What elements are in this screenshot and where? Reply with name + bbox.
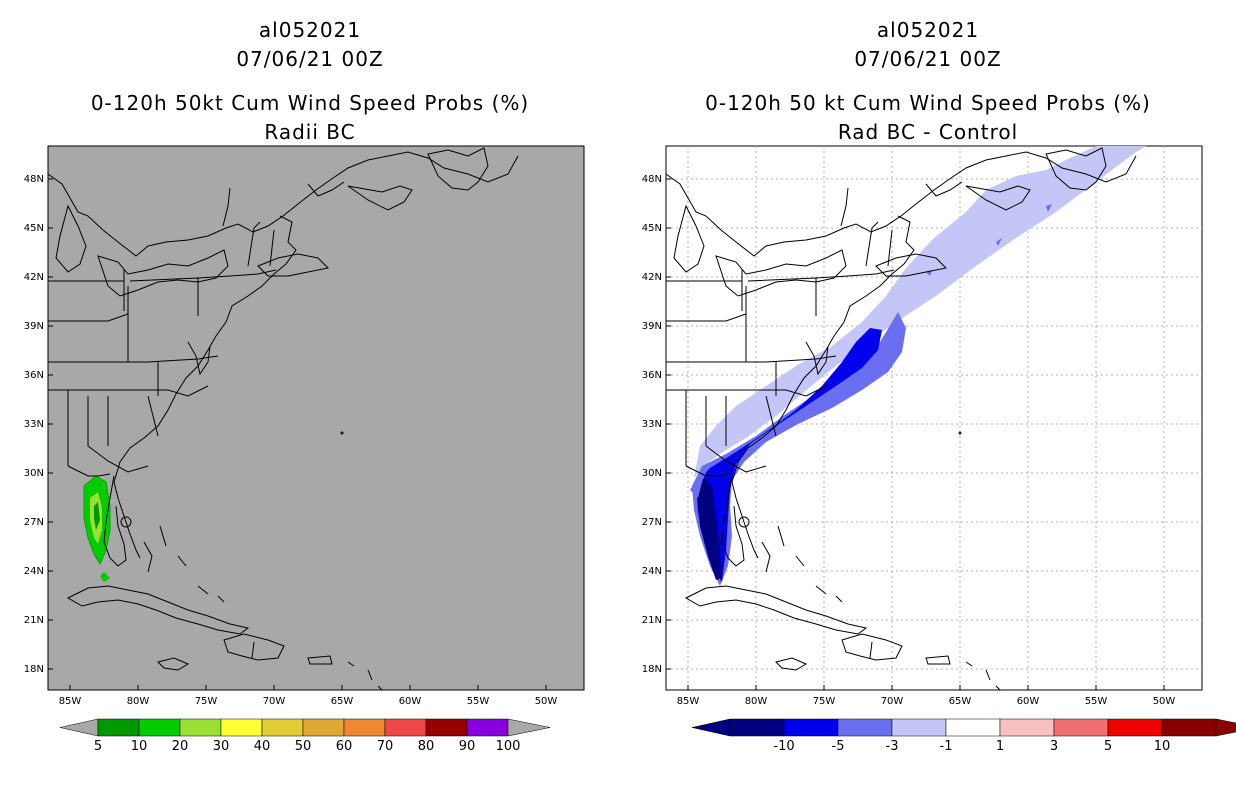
lat-label: 30N xyxy=(642,468,662,479)
colorbar-segment xyxy=(783,718,839,737)
colorbar-label: -5 xyxy=(832,739,845,754)
colorbar-segment xyxy=(1107,718,1163,737)
colorbar-segment xyxy=(302,718,345,737)
lon-label: 50W xyxy=(535,696,558,707)
right-map-panel xyxy=(665,145,1203,691)
right-difference-swath xyxy=(690,146,1146,586)
colorbar-segment xyxy=(1053,718,1109,737)
lat-label: 18N xyxy=(642,664,662,675)
lon-label: 85W xyxy=(677,696,700,707)
lat-label: 39N xyxy=(24,321,44,332)
lat-label: 27N xyxy=(642,517,662,528)
colorbar-arrow-left xyxy=(691,718,731,737)
colorbar-arrow-left xyxy=(59,718,99,737)
lat-label: 21N xyxy=(642,615,662,626)
lat-label: 45N xyxy=(642,223,662,234)
lat-label: 24N xyxy=(642,566,662,577)
colorbar-label: 70 xyxy=(377,739,394,754)
colorbar-segment xyxy=(837,718,893,737)
right-colorbar: -10 -5 -3 -1 1 3 5 10 xyxy=(691,718,1236,754)
right-storm-id: al052021 xyxy=(876,18,980,42)
lat-label: 42N xyxy=(642,272,662,283)
lon-label: 55W xyxy=(467,696,490,707)
colorbar-arrow-right xyxy=(1215,718,1236,737)
colorbar-label: 40 xyxy=(254,739,271,754)
lon-label: 80W xyxy=(127,696,150,707)
colorbar-label: 10 xyxy=(131,739,148,754)
colorbar-label: 5 xyxy=(94,739,102,754)
colorbar-segment xyxy=(138,718,181,737)
colorbar-segment xyxy=(97,718,140,737)
lon-label: 60W xyxy=(1017,696,1040,707)
lon-label: 50W xyxy=(1153,696,1176,707)
lon-label: 70W xyxy=(881,696,904,707)
lon-label: 55W xyxy=(1085,696,1108,707)
lat-label: 48N xyxy=(24,174,44,185)
colorbar-label: 3 xyxy=(1050,739,1058,754)
lat-label: 42N xyxy=(24,272,44,283)
lat-label: 33N xyxy=(642,419,662,430)
colorbar-label: 80 xyxy=(418,739,435,754)
colorbar-segment xyxy=(945,718,1001,737)
colorbar-label: -10 xyxy=(773,739,794,754)
colorbar-segment xyxy=(179,718,222,737)
lat-label: 27N xyxy=(24,517,44,528)
lat-label: 33N xyxy=(24,419,44,430)
lat-label: 39N xyxy=(642,321,662,332)
colorbar-label: 20 xyxy=(172,739,189,754)
colorbar-segment xyxy=(220,718,263,737)
lat-label: 48N xyxy=(642,174,662,185)
colorbar-label: 10 xyxy=(1154,739,1171,754)
colorbar-label: 50 xyxy=(295,739,312,754)
lon-label: 80W xyxy=(745,696,768,707)
left-colorbar: 5 10 20 30 40 50 60 70 80 90 100 xyxy=(59,718,551,754)
lon-label: 75W xyxy=(195,696,218,707)
colorbar-label: 100 xyxy=(496,739,521,754)
lon-label: 65W xyxy=(331,696,354,707)
colorbar-segment xyxy=(891,718,947,737)
left-map-title: 0-120h 50kt Cum Wind Speed Probs (%) xyxy=(90,91,530,115)
lat-label: 18N xyxy=(24,664,44,675)
colorbar-segment xyxy=(425,718,468,737)
colorbar-label: 60 xyxy=(336,739,353,754)
right-map-subtitle: Rad BC - Control xyxy=(837,120,1019,144)
right-datetime: 07/06/21 00Z xyxy=(854,47,1002,71)
colorbar-arrow-right xyxy=(507,718,551,737)
lon-label: 60W xyxy=(399,696,422,707)
left-map-subtitle: Radii BC xyxy=(264,120,356,144)
lat-label: 24N xyxy=(24,566,44,577)
colorbar-segment xyxy=(729,718,785,737)
lat-label: 36N xyxy=(24,370,44,381)
colorbar-segment xyxy=(261,718,304,737)
lat-label: 21N xyxy=(24,615,44,626)
colorbar-segment xyxy=(999,718,1055,737)
colorbar-label: -1 xyxy=(940,739,953,754)
colorbar-segment xyxy=(343,718,386,737)
lon-label: 75W xyxy=(813,696,836,707)
lon-label: 85W xyxy=(59,696,82,707)
left-map-panel xyxy=(47,145,585,691)
colorbar-segment xyxy=(466,718,509,737)
left-datetime: 07/06/21 00Z xyxy=(236,47,384,71)
left-storm-id: al052021 xyxy=(258,18,362,42)
lat-label: 45N xyxy=(24,223,44,234)
colorbar-label: 5 xyxy=(1104,739,1112,754)
lat-label: 30N xyxy=(24,468,44,479)
colorbar-segment xyxy=(1161,718,1217,737)
lat-label: 36N xyxy=(642,370,662,381)
lon-label: 70W xyxy=(263,696,286,707)
colorbar-label: 1 xyxy=(996,739,1004,754)
colorbar-segment xyxy=(384,718,427,737)
left-map-background xyxy=(47,145,585,691)
lon-label: 65W xyxy=(949,696,972,707)
colorbar-label: -3 xyxy=(886,739,899,754)
right-map-title: 0-120h 50 kt Cum Wind Speed Probs (%) xyxy=(705,91,1151,115)
colorbar-label: 90 xyxy=(459,739,476,754)
colorbar-label: 30 xyxy=(213,739,230,754)
